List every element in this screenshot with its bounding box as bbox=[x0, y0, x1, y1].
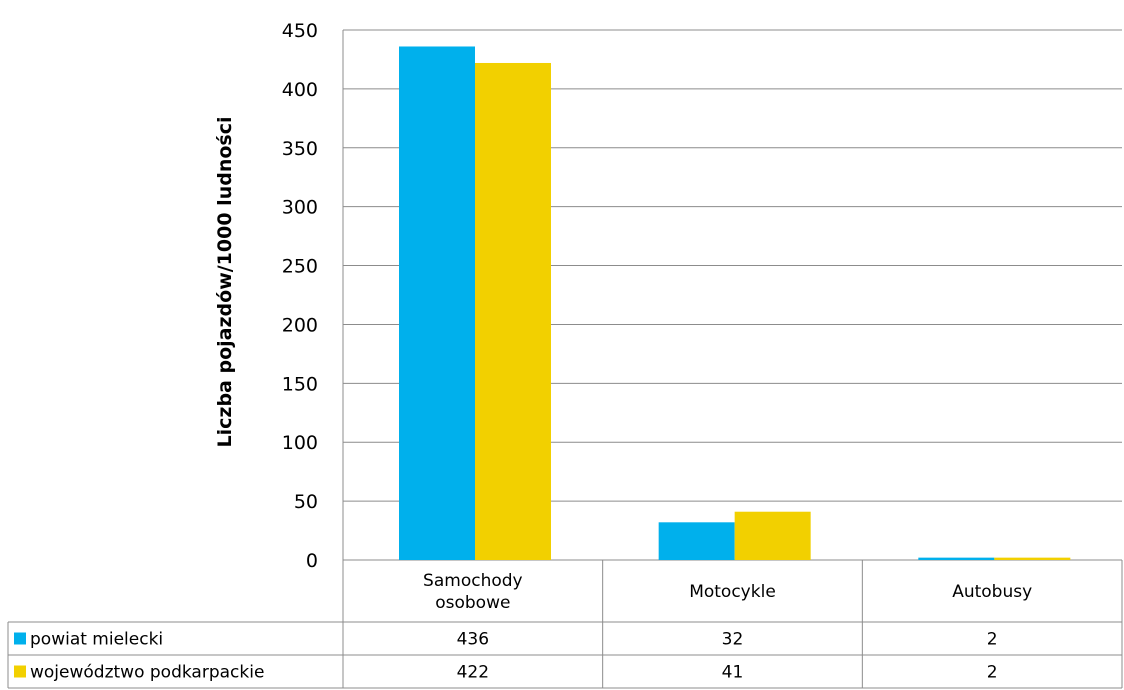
data-label: 41 bbox=[722, 663, 744, 683]
x-tick-label: Samochody osobowe bbox=[423, 571, 523, 613]
y-axis-label: Liczba pojazdów/1000 ludności bbox=[214, 117, 236, 448]
bar bbox=[734, 511, 811, 560]
x-tick-label: Autobusy bbox=[952, 582, 1032, 602]
bar bbox=[399, 46, 475, 560]
y-tick-label: 200 bbox=[282, 314, 318, 336]
bar bbox=[918, 557, 995, 560]
y-tick-label: 300 bbox=[282, 197, 318, 219]
y-tick-label: 400 bbox=[282, 79, 318, 101]
y-axis-ticks: 0 50 100 150 200 250 300 350 400 450 bbox=[282, 20, 318, 572]
y-tick-label: 150 bbox=[282, 373, 318, 395]
y-tick-label: 50 bbox=[294, 491, 318, 513]
legend-entry: województwo podkarpackie bbox=[30, 663, 264, 683]
data-label: 436 bbox=[457, 630, 489, 650]
data-label: 32 bbox=[722, 630, 744, 650]
legend-swatch bbox=[14, 632, 26, 645]
y-tick-label: 450 bbox=[282, 20, 318, 42]
bar bbox=[658, 522, 735, 560]
bars bbox=[399, 46, 1071, 560]
legend-entry: powiat mielecki bbox=[30, 630, 163, 650]
bar bbox=[994, 557, 1071, 560]
y-tick-label: 350 bbox=[282, 138, 318, 160]
y-tick-label: 0 bbox=[306, 550, 318, 572]
data-table: Samochody osobowe Motocykle Autobusy powiat … bbox=[7, 560, 1123, 689]
bar bbox=[475, 62, 551, 560]
y-tick-label: 100 bbox=[282, 432, 318, 454]
y-tick-label: 250 bbox=[282, 256, 318, 278]
data-label: 2 bbox=[987, 630, 998, 650]
legend-swatch bbox=[14, 665, 26, 678]
x-tick-label: Motocykle bbox=[689, 582, 776, 602]
data-label: 422 bbox=[457, 663, 489, 683]
data-label: 2 bbox=[987, 663, 998, 683]
